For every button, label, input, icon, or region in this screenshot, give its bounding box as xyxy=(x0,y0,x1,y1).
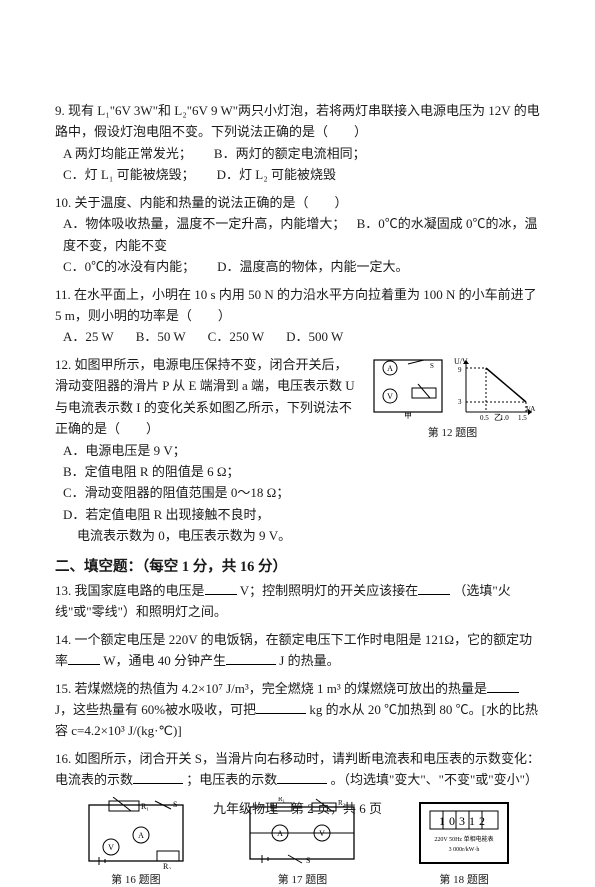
question-12: A S V 甲 U/V9 3 0.51.01.5 xyxy=(55,354,540,547)
blank xyxy=(205,581,237,595)
q9-opt-a: A 两灯均能正常发光； xyxy=(63,143,192,164)
svg-text:3 000r/kW·h: 3 000r/kW·h xyxy=(449,847,480,853)
q15-t1: 若煤燃烧的热值为 4.2×10⁷ J/m³，完全燃烧 1 m³ 的煤燃烧可放出的… xyxy=(75,681,488,696)
q10-opt-c: C．0℃的冰没有内能； xyxy=(63,256,195,277)
svg-text:A: A xyxy=(138,831,144,840)
q10-opt-d: D．温度高的物体，内能一定大。 xyxy=(217,256,408,277)
q12-opt-d2: 电流表示数为 0，电压表示数为 9 V。 xyxy=(63,525,540,546)
q9-stem: 现有 L₁"6V 3W"和 L₂"6V 9 W"两只小灯泡，若将两灯串联接入电源… xyxy=(55,103,540,139)
q11-opt-a: A．25 W xyxy=(63,326,114,347)
svg-text:V: V xyxy=(387,392,393,401)
q14-t3: J 的热量。 xyxy=(279,653,339,668)
q12-opt-a: A．电源电压是 9 V； xyxy=(63,440,540,461)
q12-caption: 第 12 题图 xyxy=(365,424,540,442)
q12-figures: A S V 甲 U/V9 3 0.51.01.5 xyxy=(365,354,540,442)
question-16: 16. 如图所示，闭合开关 S，当滑片向右移动时，请判断电流表和电压表的示数变化… xyxy=(55,748,540,791)
svg-text:乙: 乙 xyxy=(494,413,502,422)
svg-text:V: V xyxy=(320,829,326,838)
question-13: 13. 我国家庭电路的电压是 V；控制照明灯的开关应该接在 （选填"火线"或"零… xyxy=(55,580,540,623)
q16-num: 16. xyxy=(55,751,71,766)
svg-text:A: A xyxy=(278,829,284,838)
fig18-cap: 第 18 题图 xyxy=(414,871,514,887)
blank xyxy=(256,700,306,714)
blank xyxy=(226,651,276,665)
q16-t2: ；电压表的示数 xyxy=(186,772,277,787)
question-14: 14. 一个额定电压是 220V 的电饭锅，在额定电压下工作时电阻是 121Ω，… xyxy=(55,629,540,672)
q16-t3: 。（均选填"变大"、"不变"或"变小"） xyxy=(331,772,538,787)
q14-t2: W，通电 40 分钟产生 xyxy=(103,653,226,668)
svg-text:0.5: 0.5 xyxy=(480,414,489,422)
q9-num: 9. xyxy=(55,103,65,118)
exam-page: 9. 现有 L₁"6V 3W"和 L₂"6V 9 W"两只小灯泡，若将两灯串联接… xyxy=(0,0,595,842)
svg-text:R₂: R₂ xyxy=(163,862,171,869)
question-11: 11. 在水平面上，小明在 10 s 内用 50 N 的力沿水平方向拉着重为 1… xyxy=(55,284,540,348)
q12-opt-d: D．若定值电阻 R 出现接触不良时， xyxy=(63,504,540,525)
circuit-diagram-icon: A S V 甲 xyxy=(368,354,448,422)
q11-num: 11. xyxy=(55,287,71,302)
q10-stem: 关于温度、内能和热量的说法正确的是（ ） xyxy=(75,195,348,210)
fig16-cap: 第 16 题图 xyxy=(81,871,191,887)
svg-text:1.5: 1.5 xyxy=(518,414,527,422)
page-footer: 九年级物理 第 2 页，共 6 页 xyxy=(0,798,595,817)
q10-num: 10. xyxy=(55,195,71,210)
uv-graph-icon: U/V9 3 0.51.01.5 I/A 乙 xyxy=(452,354,538,422)
svg-text:甲: 甲 xyxy=(404,411,412,420)
q14-num: 14. xyxy=(55,632,71,647)
svg-text:I/A: I/A xyxy=(526,405,535,413)
svg-text:S: S xyxy=(306,856,310,865)
svg-text:S: S xyxy=(430,362,434,370)
q9-opt-c: C．灯 L₁ 可能被烧毁； xyxy=(63,164,195,185)
q12-num: 12. xyxy=(55,357,71,372)
svg-text:U/V: U/V xyxy=(454,357,468,366)
blank xyxy=(133,770,183,784)
q9-opt-d: D．灯 L₂ 可能被烧毁 xyxy=(217,164,336,185)
svg-text:V: V xyxy=(108,843,114,852)
blank xyxy=(68,651,100,665)
q13-num: 13. xyxy=(55,583,71,598)
q13-t2: V；控制照明灯的开关应该接在 xyxy=(240,583,418,598)
section-title: 二、填空题：（每空 1 分，共 16 分） xyxy=(55,555,540,576)
svg-text:3: 3 xyxy=(458,398,462,406)
q11-opt-d: D．500 W xyxy=(286,326,343,347)
question-10: 10. 关于温度、内能和热量的说法正确的是（ ） A．物体吸收热量，温度不一定升… xyxy=(55,192,540,278)
q13-t1: 我国家庭电路的电压是 xyxy=(75,583,205,598)
svg-text:A: A xyxy=(387,364,393,373)
q15-t2: J，这些热量有 60%被水吸收，可把 xyxy=(55,702,256,717)
q12-opt-b: B．定值电阻 R 的阻值是 6 Ω； xyxy=(63,461,540,482)
q11-opt-b: B．50 W xyxy=(136,326,186,347)
blank xyxy=(418,581,450,595)
q10-opt-a: A．物体吸收热量，温度不一定升高，内能增大； xyxy=(63,216,345,231)
q11-stem: 在水平面上，小明在 10 s 内用 50 N 的力沿水平方向拉着重为 100 N… xyxy=(55,287,537,323)
q9-opt-b: B．两灯的额定电流相同； xyxy=(214,143,366,164)
fig17-cap: 第 17 题图 xyxy=(242,871,362,887)
question-15: 15. 若煤燃烧的热值为 4.2×10⁷ J/m³，完全燃烧 1 m³ 的煤燃烧… xyxy=(55,678,540,742)
svg-text:220V 50Hz 单相电能表: 220V 50Hz 单相电能表 xyxy=(435,835,494,843)
svg-text:9: 9 xyxy=(458,366,462,374)
q12-stem: 如图甲所示，电源电压保持不变，闭合开关后，滑动变阻器的滑片 P 从 E 端滑到 … xyxy=(55,357,355,436)
blank xyxy=(277,770,327,784)
q11-opt-c: C．250 W xyxy=(208,326,264,347)
q12-opt-c: C．滑动变阻器的阻值范围是 0～18 Ω； xyxy=(63,482,540,503)
question-9: 9. 现有 L₁"6V 3W"和 L₂"6V 9 W"两只小灯泡，若将两灯串联接… xyxy=(55,100,540,186)
q15-num: 15. xyxy=(55,681,71,696)
blank xyxy=(487,679,519,693)
